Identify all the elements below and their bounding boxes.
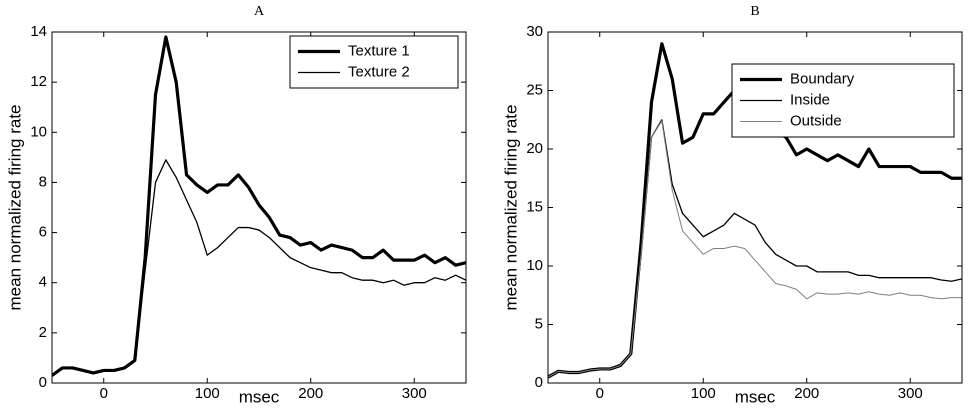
axes-frame bbox=[547, 31, 963, 384]
y-axis-label: mean normalized firing rate bbox=[5, 105, 24, 311]
legend-label: Texture 1 bbox=[348, 42, 410, 59]
x-axis-label: msec bbox=[239, 387, 280, 406]
y-tick-label: 30 bbox=[526, 23, 543, 40]
y-tick-label: 14 bbox=[30, 23, 47, 40]
y-tick-label: 15 bbox=[526, 198, 543, 215]
x-axis-label: msec bbox=[735, 387, 776, 406]
panel-title: A bbox=[254, 4, 265, 19]
axes-frame bbox=[51, 31, 467, 384]
y-tick-label: 4 bbox=[39, 274, 47, 291]
y-tick-label: 0 bbox=[535, 374, 543, 391]
x-tick-label: 100 bbox=[691, 385, 716, 402]
y-tick-label: 12 bbox=[30, 73, 47, 90]
legend-label: Texture 2 bbox=[348, 63, 410, 80]
legend-label: Inside bbox=[790, 91, 830, 108]
x-tick-label: 200 bbox=[794, 385, 819, 402]
y-tick-label: 6 bbox=[39, 224, 47, 241]
x-tick-label: 300 bbox=[402, 385, 427, 402]
data-line bbox=[548, 119, 962, 378]
y-tick-label: 2 bbox=[39, 324, 47, 341]
y-tick-label: 20 bbox=[526, 140, 543, 157]
y-tick-label: 5 bbox=[535, 315, 543, 332]
legend-box bbox=[289, 35, 459, 89]
x-tick-label: 100 bbox=[195, 385, 220, 402]
y-tick-label: 10 bbox=[30, 123, 47, 140]
legend-label: Boundary bbox=[790, 70, 855, 87]
y-tick-label: 10 bbox=[526, 257, 543, 274]
x-tick-label: 0 bbox=[100, 385, 108, 402]
x-tick-label: 200 bbox=[298, 385, 323, 402]
x-tick-label: 0 bbox=[596, 385, 604, 402]
y-tick-label: 25 bbox=[526, 81, 543, 98]
data-line bbox=[52, 159, 466, 377]
legend-label: Outside bbox=[790, 112, 842, 129]
data-line bbox=[548, 120, 962, 378]
y-axis-label: mean normalized firing rate bbox=[501, 105, 520, 311]
x-tick-label: 300 bbox=[898, 385, 923, 402]
y-tick-label: 0 bbox=[39, 374, 47, 391]
panel-title: B bbox=[750, 4, 759, 19]
y-tick-label: 8 bbox=[39, 173, 47, 190]
